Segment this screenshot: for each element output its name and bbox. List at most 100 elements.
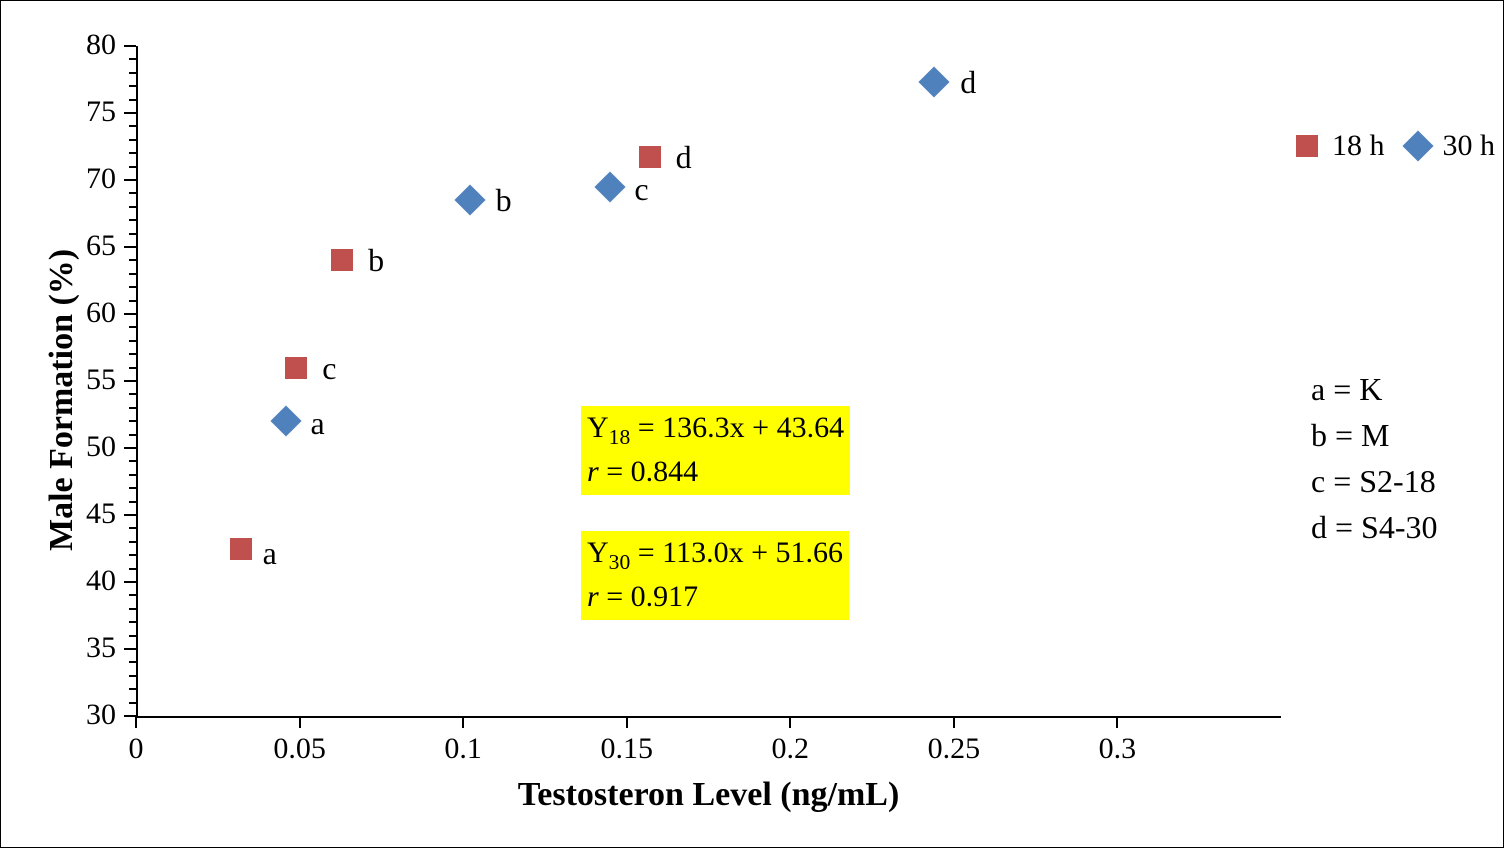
y-tick-label: 35 — [86, 631, 116, 665]
y-minor-tick — [129, 527, 136, 529]
y-minor-tick — [129, 192, 136, 194]
y-minor-tick — [129, 541, 136, 543]
y-tick-label: 70 — [86, 162, 116, 196]
y-minor-tick — [129, 353, 136, 355]
x-major-tick — [1116, 716, 1118, 728]
y-tick-label: 40 — [86, 564, 116, 598]
y-minor-tick — [129, 621, 136, 623]
y-tick-label: 55 — [86, 363, 116, 397]
data-point-label: a — [263, 535, 277, 572]
x-tick-label: 0.1 — [444, 732, 482, 766]
y-minor-tick — [129, 688, 136, 690]
regression-annotation: Y18 = 136.3x + 43.64r = 0.844 — [581, 406, 850, 495]
data-point-label: d — [676, 139, 692, 176]
x-major-tick — [789, 716, 791, 728]
key-label: a = K — [1311, 371, 1382, 408]
y-minor-tick — [129, 58, 136, 60]
y-minor-tick — [129, 661, 136, 663]
y-minor-tick — [129, 393, 136, 395]
data-point — [331, 249, 353, 271]
data-point — [454, 185, 485, 216]
y-major-tick — [124, 179, 136, 181]
x-tick-label: 0.05 — [273, 732, 326, 766]
legend: 18 h 30 h — [1296, 129, 1495, 163]
y-tick-label: 30 — [86, 698, 116, 732]
legend-marker-icon — [1402, 130, 1433, 161]
x-axis-title: Testosteron Level (ng/mL) — [518, 776, 900, 814]
y-major-tick — [124, 380, 136, 382]
y-minor-tick — [129, 286, 136, 288]
y-minor-tick — [129, 675, 136, 677]
x-tick-label: 0.15 — [600, 732, 653, 766]
y-minor-tick — [129, 340, 136, 342]
data-point — [285, 357, 307, 379]
x-tick-label: 0.25 — [928, 732, 981, 766]
y-minor-tick — [129, 233, 136, 235]
y-major-tick — [124, 313, 136, 315]
key-label: b = M — [1311, 417, 1390, 454]
x-tick-label: 0.3 — [1099, 732, 1137, 766]
y-major-tick — [124, 447, 136, 449]
y-minor-tick — [129, 474, 136, 476]
y-minor-tick — [129, 300, 136, 302]
y-minor-tick — [129, 434, 136, 436]
y-major-tick — [124, 648, 136, 650]
key-label: c = S2-18 — [1311, 463, 1436, 500]
y-minor-tick — [129, 85, 136, 87]
y-major-tick — [124, 581, 136, 583]
legend-label: 18 h — [1332, 129, 1385, 163]
x-major-tick — [462, 716, 464, 728]
data-point — [595, 171, 626, 202]
y-minor-tick — [129, 608, 136, 610]
legend-label: 30 h — [1443, 129, 1496, 163]
x-major-tick — [299, 716, 301, 728]
x-axis-line — [136, 716, 1281, 718]
y-minor-tick — [129, 420, 136, 422]
y-minor-tick — [129, 139, 136, 141]
key-label: d = S4-30 — [1311, 509, 1438, 546]
y-minor-tick — [129, 99, 136, 101]
y-tick-label: 75 — [86, 95, 116, 129]
y-tick-label: 45 — [86, 497, 116, 531]
y-minor-tick — [129, 702, 136, 704]
data-point-label: b — [496, 182, 512, 219]
x-tick-label: 0.2 — [772, 732, 810, 766]
y-major-tick — [124, 112, 136, 114]
y-major-tick — [124, 514, 136, 516]
y-minor-tick — [129, 326, 136, 328]
y-minor-tick — [129, 273, 136, 275]
y-minor-tick — [129, 72, 136, 74]
y-major-tick — [124, 246, 136, 248]
scatter-chart: 303540455055606570758000.050.10.150.20.2… — [0, 0, 1504, 848]
y-minor-tick — [129, 259, 136, 261]
data-point — [230, 538, 252, 560]
y-minor-tick — [129, 367, 136, 369]
x-major-tick — [626, 716, 628, 728]
y-minor-tick — [129, 501, 136, 503]
legend-marker-icon — [1296, 135, 1318, 157]
x-tick-label: 0 — [129, 732, 144, 766]
x-major-tick — [135, 716, 137, 728]
legend-item: 18 h — [1296, 129, 1385, 163]
y-tick-label: 80 — [86, 28, 116, 62]
y-minor-tick — [129, 460, 136, 462]
y-axis-title: Male Formation (%) — [43, 249, 81, 551]
y-tick-label: 60 — [86, 296, 116, 330]
y-minor-tick — [129, 206, 136, 208]
data-point-label: c — [322, 350, 336, 387]
data-point — [639, 146, 661, 168]
data-point-label: c — [634, 171, 648, 208]
legend-item: 30 h — [1407, 129, 1496, 163]
y-minor-tick — [129, 407, 136, 409]
y-minor-tick — [129, 635, 136, 637]
data-point-label: d — [960, 64, 976, 101]
y-minor-tick — [129, 568, 136, 570]
y-major-tick — [124, 45, 136, 47]
y-tick-label: 50 — [86, 430, 116, 464]
x-major-tick — [953, 716, 955, 728]
regression-annotation: Y30 = 113.0x + 51.66r = 0.917 — [581, 531, 849, 620]
data-point-label: a — [310, 405, 324, 442]
y-minor-tick — [129, 219, 136, 221]
y-axis-line — [136, 46, 138, 716]
y-minor-tick — [129, 554, 136, 556]
